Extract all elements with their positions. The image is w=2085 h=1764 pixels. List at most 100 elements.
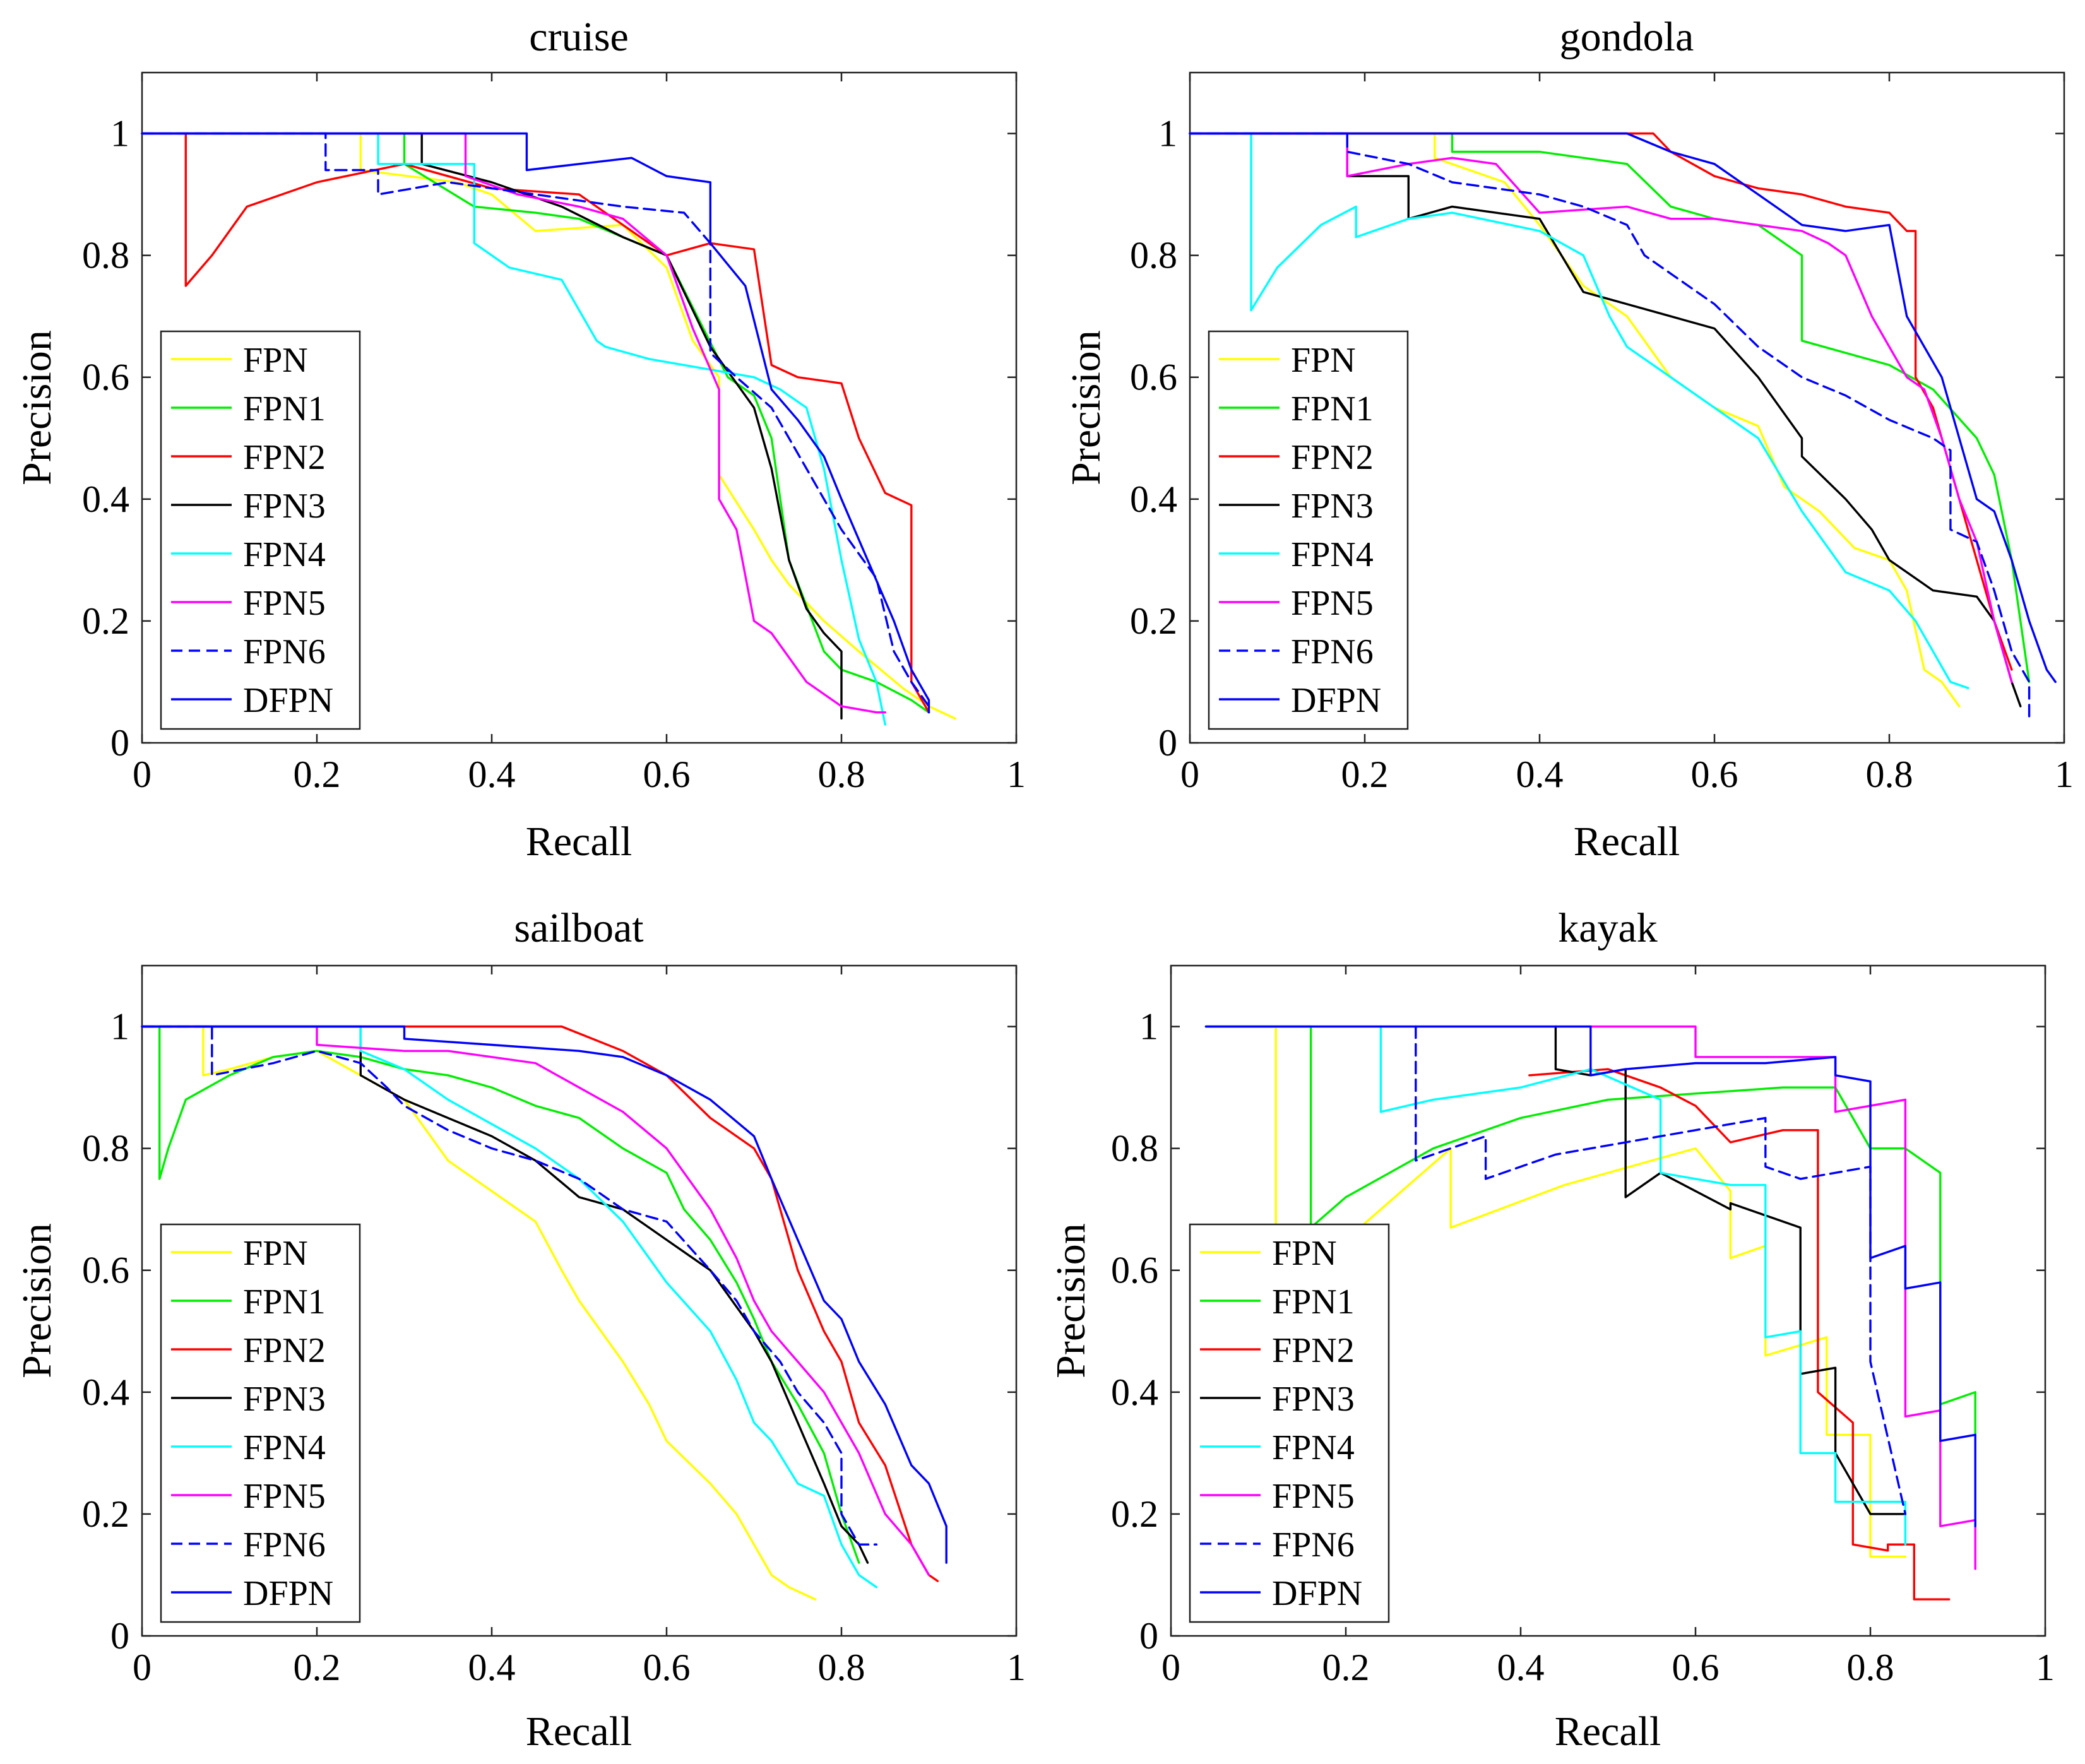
legend-label: FPN1 [1291, 389, 1374, 429]
legend-label: FPN2 [1272, 1331, 1355, 1370]
x-tick-label: 0.6 [1691, 754, 1738, 795]
x-tick-labels: 0 0.2 0.4 0.6 0.8 1 [1180, 754, 2074, 795]
y-axis-label: Precision [1063, 330, 1109, 485]
series-line-fpn4 [1189, 132, 1969, 689]
x-tick-labels: 0 0.2 0.4 0.6 0.8 1 [133, 1647, 1026, 1688]
legend-label: DFPN [243, 681, 333, 720]
x-axis-label: Recall [526, 819, 633, 865]
legend-label: FPN [1272, 1234, 1337, 1273]
x-axis-label: Recall [526, 1708, 633, 1755]
panel-title: gondola [1560, 14, 1694, 60]
legend-label: DFPN [1291, 681, 1381, 720]
x-tick-label: 0.6 [643, 1647, 691, 1688]
y-tick-label: 0.2 [82, 1493, 129, 1535]
legend-label: FPN1 [243, 1282, 326, 1322]
x-axis-label: Recall [1555, 1708, 1661, 1755]
x-tick-label: 0.4 [468, 754, 516, 795]
legend-box [160, 1223, 361, 1623]
legend-label: FPN3 [243, 1380, 326, 1419]
ticks [1170, 966, 2046, 1637]
y-tick-labels: 0 0.2 0.4 0.6 0.8 1 [1111, 1006, 1158, 1657]
series-line-fpn4 [141, 132, 887, 726]
y-axis-label: Precision [14, 330, 60, 485]
panel-cruise: cruise 0 0.2 0.4 0.6 0.8 1 0 0.2 0.4 0.6… [14, 14, 1026, 865]
y-tick-labels: 0 0.2 0.4 0.6 0.8 1 [82, 113, 129, 764]
y-tick-label: 0.4 [1130, 478, 1177, 520]
legend-label: FPN4 [1272, 1428, 1355, 1467]
y-tick-label: 0.6 [1111, 1250, 1158, 1291]
y-tick-label: 1 [110, 1006, 129, 1048]
series-line-fpn [1189, 132, 1961, 707]
ticks [141, 73, 1018, 744]
legend-label: FPN [1291, 341, 1356, 380]
panel-title: kayak [1558, 905, 1658, 951]
legend-label: FPN2 [243, 438, 326, 477]
x-tick-label: 0 [1180, 754, 1199, 795]
y-tick-label: 0.8 [82, 1128, 129, 1169]
legend: FPN FPN1 FPN2 FPN3 FPN4 FPN5 FPN6 DFPN [160, 330, 361, 730]
y-tick-label: 0.6 [1130, 357, 1177, 398]
series-line-dfpn [1189, 132, 2057, 684]
series-line-fpn1 [1204, 1025, 1976, 1436]
legend-label: FPN3 [243, 487, 326, 526]
legend-label: FPN6 [243, 632, 326, 672]
legend-label: FPN [243, 341, 308, 380]
series-line-fpn3 [1189, 132, 2022, 707]
legend-label: FPN3 [1291, 487, 1374, 526]
legend-label: FPN5 [243, 1477, 326, 1516]
y-tick-label: 1 [1139, 1006, 1158, 1048]
x-tick-label: 0.6 [643, 754, 691, 795]
y-tick-label: 0.2 [1130, 600, 1177, 642]
panel-title: sailboat [514, 905, 643, 951]
x-tick-label: 0.2 [294, 754, 341, 795]
x-tick-labels: 0 0.2 0.4 0.6 0.8 1 [1161, 1647, 2055, 1688]
y-tick-label: 0.4 [82, 478, 129, 520]
series-line-fpn4 [1379, 1025, 1907, 1546]
panel-kayak: kayak 0 0.2 0.4 0.6 0.8 1 0 0.2 0.4 0.6 … [1048, 905, 2055, 1755]
legend-label: FPN [243, 1234, 308, 1273]
legend-label: FPN5 [243, 584, 326, 623]
series-line-fpn5 [1189, 132, 2013, 684]
x-axis-label: Recall [1574, 819, 1680, 865]
x-tick-label: 0.4 [1516, 754, 1564, 795]
y-tick-label: 0.6 [82, 357, 129, 398]
y-tick-label: 1 [110, 113, 129, 155]
x-tick-label: 1 [1007, 754, 1026, 795]
series-line-fpn3 [141, 1025, 869, 1564]
y-axis-label: Precision [14, 1223, 60, 1378]
series-line-fpn2 [1189, 132, 2013, 671]
series-line-dfpn [1204, 1025, 1976, 1527]
legend-label: FPN2 [243, 1331, 326, 1370]
y-tick-label: 0 [110, 722, 129, 764]
y-tick-label: 0.6 [82, 1250, 129, 1291]
legend-box [1208, 330, 1409, 730]
x-tick-label: 0.8 [1847, 1647, 1894, 1688]
x-tick-label: 0.2 [1341, 754, 1389, 795]
y-tick-label: 1 [1158, 113, 1177, 155]
legend-label: FPN6 [1291, 632, 1374, 672]
legend-label: FPN4 [243, 1428, 326, 1467]
x-tick-label: 0.4 [468, 1647, 516, 1688]
y-axis-label: Precision [1048, 1223, 1094, 1378]
series-line-fpn5 [141, 1025, 930, 1577]
series-line-dfpn [141, 1025, 947, 1564]
x-tick-label: 0 [133, 754, 151, 795]
y-tick-label: 0 [1158, 722, 1177, 764]
y-tick-label: 0.8 [82, 235, 129, 276]
series-line-fpn [141, 132, 956, 720]
x-tick-label: 1 [1007, 1647, 1026, 1688]
y-tick-labels: 0 0.2 0.4 0.6 0.8 1 [1130, 113, 1177, 764]
y-tick-label: 0.8 [1111, 1128, 1158, 1169]
legend-label: FPN4 [243, 535, 326, 574]
curves [141, 1025, 947, 1601]
legend: FPN FPN1 FPN2 FPN3 FPN4 FPN5 FPN6 DFPN [1208, 330, 1409, 730]
y-tick-label: 0.8 [1130, 235, 1177, 276]
legend-box [1189, 1223, 1390, 1623]
curves [1189, 132, 2057, 720]
series-line-dfpn [141, 132, 930, 714]
x-tick-label: 0.6 [1672, 1647, 1720, 1688]
legend-box [160, 330, 361, 730]
x-tick-label: 0.2 [1322, 1647, 1370, 1688]
x-tick-label: 0 [1161, 1647, 1180, 1688]
